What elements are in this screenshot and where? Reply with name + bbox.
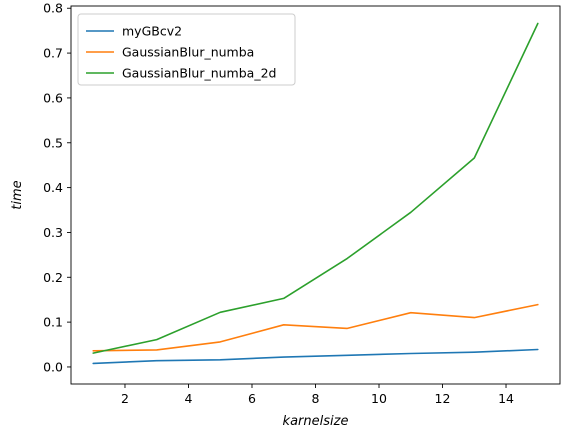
y-tick-label: 0.7 <box>43 46 63 61</box>
series-layer <box>92 22 539 365</box>
legend-box <box>77 13 296 86</box>
y-tick-label: 0.0 <box>43 359 63 374</box>
y-tick-label: 0.6 <box>43 90 63 105</box>
legend-label-1: myGBcv2 <box>122 24 182 39</box>
series-line-3 <box>92 22 539 354</box>
y-tick-label: 0.2 <box>43 270 63 285</box>
legend-label-2: GaussianBlur_numba <box>122 45 254 60</box>
x-tick-label: 12 <box>435 391 451 406</box>
y-axis-label: time <box>10 180 25 209</box>
legend: myGBcv2 GaussianBlur_numba GaussianBlur_nu… <box>77 13 296 86</box>
x-tick-label: 2 <box>121 391 129 406</box>
x-tick-label: 4 <box>185 391 193 406</box>
y-tick-label: 0.1 <box>43 315 63 330</box>
y-tick-label: 0.3 <box>43 225 63 240</box>
x-tick-label: 14 <box>498 391 514 406</box>
legend-label-3: GaussianBlur_numba_2d <box>122 66 276 81</box>
y-ticks: 0.0 0.1 0.2 0.3 0.4 0.5 0.6 0.7 0.8 <box>43 1 71 374</box>
series-line-2 <box>92 303 539 352</box>
x-tick-label: 8 <box>312 391 320 406</box>
series-line-1 <box>92 348 539 365</box>
x-axis-label: karnelsize <box>283 414 349 429</box>
y-tick-label: 0.4 <box>43 180 63 195</box>
x-tick-label: 10 <box>371 391 387 406</box>
y-tick-label: 0.8 <box>43 1 63 16</box>
y-tick-label: 0.5 <box>43 135 63 150</box>
x-ticks: 2 4 6 8 10 12 14 <box>121 384 514 406</box>
x-tick-label: 6 <box>248 391 256 406</box>
